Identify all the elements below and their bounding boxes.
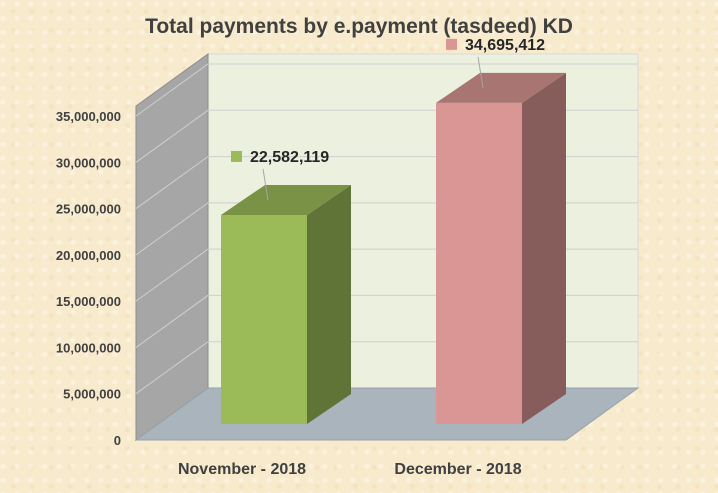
y-tick-label: 10,000,000 <box>56 340 121 355</box>
bar-front <box>436 102 522 425</box>
chart-title: Total payments by e.payment (tasdeed) KD <box>145 15 573 38</box>
data-label-swatch <box>446 38 457 50</box>
y-axis-ticks: 0 5,000,000 10,000,000 15,000,000 20,000,000… <box>56 109 121 448</box>
y-tick-label: 20,000,000 <box>56 248 121 263</box>
bar-front <box>221 214 307 424</box>
x-category-label: November - 2018 <box>178 461 306 478</box>
data-label-leader <box>262 168 269 201</box>
y-tick-label: 35,000,000 <box>56 109 121 124</box>
bar-1: 34,695,412 <box>436 37 566 425</box>
data-label-leader <box>477 56 484 88</box>
x-axis-categories: November - 2018 December - 2018 <box>178 461 522 478</box>
y-tick-label: 5,000,000 <box>63 387 121 402</box>
bar-0: 22,582,119 <box>221 149 351 424</box>
x-category-label: December - 2018 <box>394 461 521 478</box>
gridline <box>135 63 638 117</box>
bar-side <box>307 184 351 424</box>
data-label: 34,695,412 <box>465 37 545 54</box>
bar-top <box>436 72 566 103</box>
bar-top <box>221 184 351 215</box>
bars: 22,582,119 34,695,412 <box>221 37 566 425</box>
y-tick-label: 25,000,000 <box>56 202 121 217</box>
data-label: 22,582,119 <box>250 149 329 166</box>
y-tick-label: 15,000,000 <box>56 294 121 309</box>
data-label-swatch <box>231 150 242 162</box>
y-tick-label: 30,000,000 <box>56 155 121 170</box>
y-tick-label: 0 <box>114 433 121 448</box>
bar-side <box>522 72 566 425</box>
